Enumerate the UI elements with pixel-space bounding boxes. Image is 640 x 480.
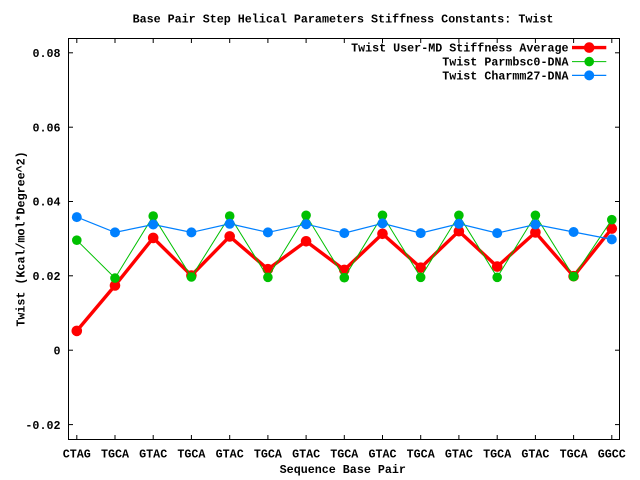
svg-text:GTAC: GTAC (445, 448, 473, 462)
svg-text:GTAC: GTAC (216, 448, 244, 462)
svg-text:TGCA: TGCA (407, 448, 436, 462)
svg-text:TGCA: TGCA (101, 448, 130, 462)
svg-text:Twist Charmm27-DNA: Twist Charmm27-DNA (442, 70, 569, 84)
svg-text:0.06: 0.06 (32, 121, 60, 135)
svg-text:GGCC: GGCC (598, 448, 626, 462)
svg-text:TGCA: TGCA (177, 448, 206, 462)
svg-text:Sequence Base Pair: Sequence Base Pair (280, 463, 406, 477)
svg-text:Twist (Kcal/mol*Degree^2): Twist (Kcal/mol*Degree^2) (15, 151, 29, 326)
svg-text:0: 0 (53, 344, 60, 358)
svg-text:-0.02: -0.02 (25, 419, 60, 433)
svg-text:TGCA: TGCA (483, 448, 512, 462)
svg-text:CTAG: CTAG (63, 448, 91, 462)
svg-text:Twist Parmbsc0-DNA: Twist Parmbsc0-DNA (442, 56, 569, 70)
svg-text:GTAC: GTAC (139, 448, 167, 462)
svg-text:Base Pair Step Helical Paramet: Base Pair Step Helical Parameters Stiffn… (133, 13, 554, 27)
svg-text:GTAC: GTAC (368, 448, 396, 462)
svg-text:GTAC: GTAC (521, 448, 549, 462)
svg-text:0.02: 0.02 (32, 270, 60, 284)
svg-text:TGCA: TGCA (560, 448, 589, 462)
svg-text:GTAC: GTAC (292, 448, 320, 462)
svg-text:0.04: 0.04 (32, 196, 60, 210)
svg-text:Twist User-MD Stiffness Averag: Twist User-MD Stiffness Average (351, 42, 568, 56)
svg-text:TGCA: TGCA (330, 448, 359, 462)
svg-text:0.08: 0.08 (32, 47, 60, 61)
svg-text:TGCA: TGCA (254, 448, 283, 462)
